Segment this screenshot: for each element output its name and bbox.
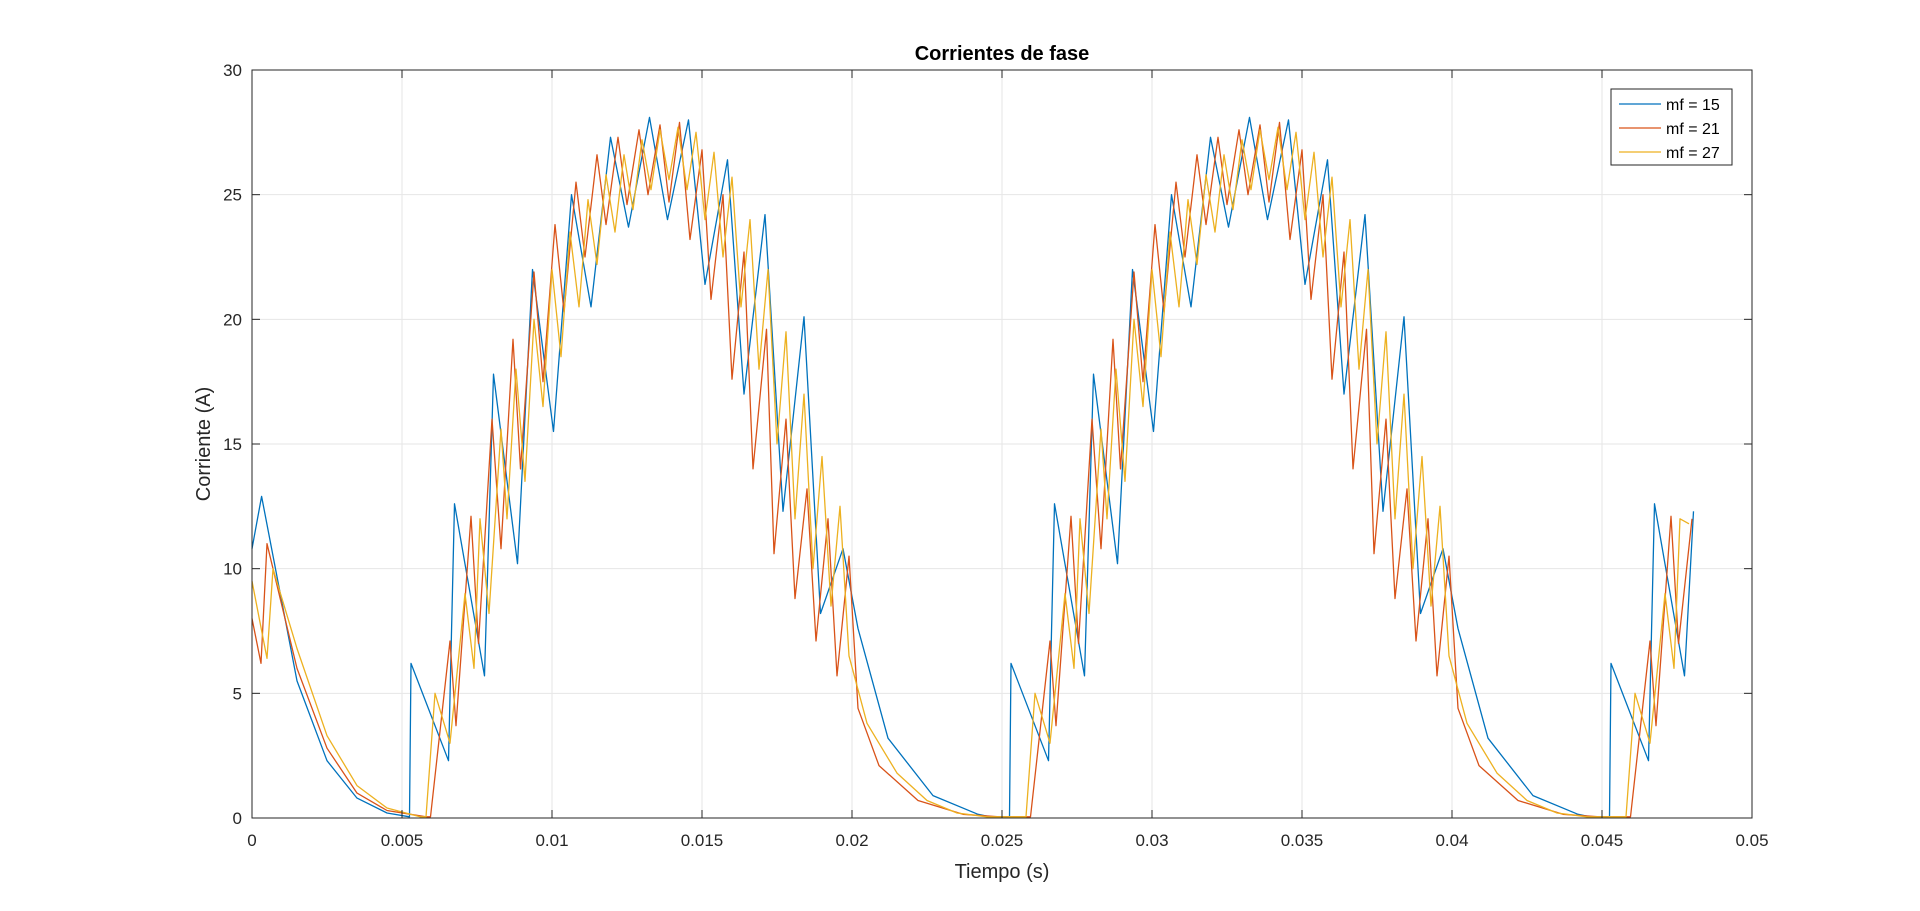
x-tick-label: 0.01	[535, 831, 568, 850]
series-lines	[251, 116, 1695, 818]
series-line-mf-27	[251, 126, 1690, 818]
x-tick-label: 0.04	[1435, 831, 1468, 850]
y-tick-label: 20	[223, 310, 242, 329]
y-tick-label: 0	[233, 809, 242, 828]
x-tick-label: 0.03	[1135, 831, 1168, 850]
x-tick-label: 0.02	[835, 831, 868, 850]
axis-ticks: 0 0.005 0.01 0.015 0.02 0.025 0.03 0.035 0.04 0.0…	[223, 61, 1768, 850]
x-tick-label: 0.015	[681, 831, 724, 850]
chart-title: Corrientes de fase	[915, 43, 1090, 65]
x-tick-label: 0.035	[1281, 831, 1324, 850]
y-axis-label: Corriente (A)	[193, 387, 215, 501]
x-tick-label: 0.045	[1581, 831, 1624, 850]
y-tick-label: 10	[223, 560, 242, 579]
y-tick-label: 25	[223, 186, 242, 205]
y-tick-label: 5	[233, 684, 242, 703]
legend-entry-mf27: mf = 27	[1666, 145, 1720, 162]
x-axis-label: Tiempo (s)	[955, 861, 1050, 883]
legend-entry-mf21: mf = 21	[1666, 121, 1720, 138]
legend[interactable]: mf = 15 mf = 21 mf = 27	[1610, 88, 1733, 166]
x-tick-label: 0.05	[1735, 831, 1768, 850]
legend-entry-mf15: mf = 15	[1666, 97, 1720, 114]
x-tick-label: 0.005	[381, 831, 424, 850]
x-tick-label: 0.025	[981, 831, 1024, 850]
y-tick-label: 30	[223, 61, 242, 80]
y-tick-label: 15	[223, 435, 242, 454]
x-tick-label: 0	[247, 831, 256, 850]
